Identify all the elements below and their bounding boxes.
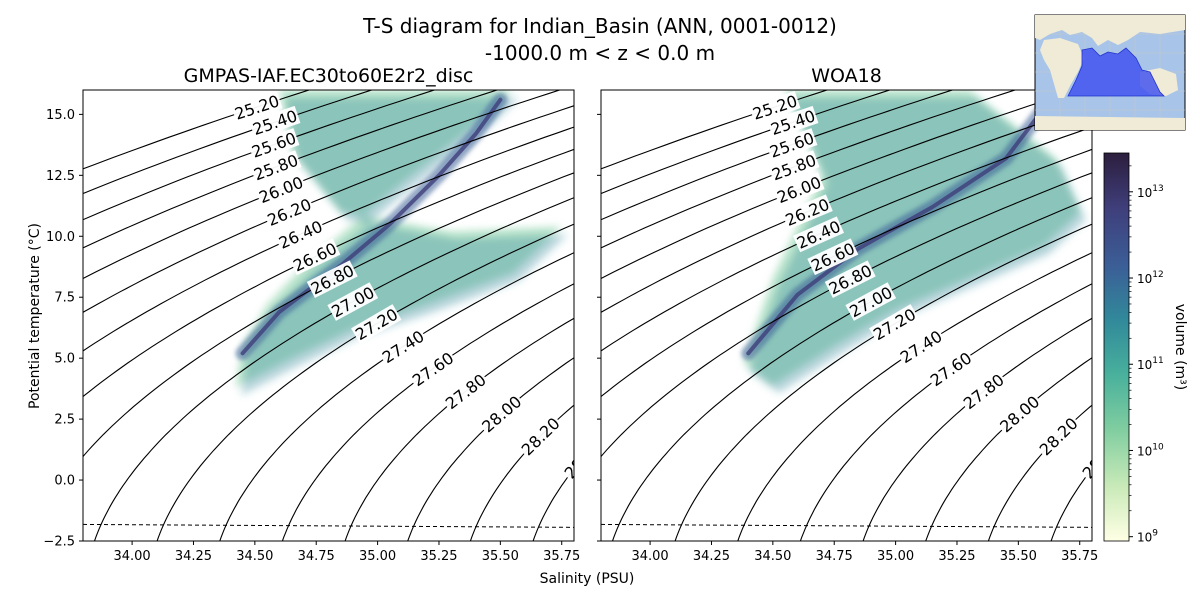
x-tick-label: 34.50 <box>236 549 273 564</box>
x-tick-label: 35.25 <box>420 549 457 564</box>
isopycnal-12 <box>799 283 1092 541</box>
isopycnal-8 <box>83 172 574 458</box>
colorbar: 109 1010 1011 1012 1013 volume (m³) <box>1103 152 1188 545</box>
x-tick-label: 34.25 <box>175 549 212 564</box>
isopycnal-4 <box>83 90 562 280</box>
y-tick-label: −2.5 <box>43 535 75 550</box>
x-tick-label: 35.50 <box>482 549 519 564</box>
panel-title: GMPAS-IAF.EC30to60E2r2_disc <box>184 65 474 87</box>
volume-distribution <box>235 90 568 396</box>
isopycnal-13 <box>862 317 1092 541</box>
contour-label: 27.40 <box>897 327 946 368</box>
x-tick-label: 35.50 <box>1000 549 1037 564</box>
contour-label: 28.00 <box>478 392 525 436</box>
y-axis-label: Potential temperature (°C) <box>27 223 43 409</box>
isopycnal-4 <box>601 90 1080 280</box>
isopycnal-8 <box>601 172 1092 458</box>
isopycnal-0 <box>83 90 311 170</box>
isopycnal-9 <box>611 197 1092 541</box>
isopycnal-12 <box>281 283 574 541</box>
isopycnal-15 <box>469 404 574 541</box>
y-tick-label: 2.5 <box>54 413 75 428</box>
isopycnal-6 <box>83 126 574 352</box>
isopycnal-11 <box>737 252 1092 541</box>
x-tick-label: 35.75 <box>1061 549 1098 564</box>
x-tick-label: 34.50 <box>754 549 791 564</box>
isopycnal-11 <box>219 252 574 541</box>
x-tick-label: 34.00 <box>113 549 150 564</box>
freezing-line <box>82 523 575 528</box>
region-map-inset <box>1034 14 1186 131</box>
x-tick-label: 35.75 <box>543 549 580 564</box>
isopycnal-2 <box>83 90 437 221</box>
colorbar-tick-label: 1010 <box>1137 442 1164 458</box>
colorbar-gradient <box>1103 152 1130 542</box>
colorbar-tick-label: 1011 <box>1137 356 1164 372</box>
x-tick-label: 34.75 <box>298 549 335 564</box>
colorbar-tick-label: 1013 <box>1137 184 1164 200</box>
isopycnal-1 <box>83 90 374 195</box>
isopycnal-9 <box>93 197 574 541</box>
isopycnal-6 <box>601 126 1092 352</box>
contour-label: 27.60 <box>927 348 975 390</box>
x-tick-label: 34.75 <box>816 549 853 564</box>
isopycnal-13 <box>344 317 574 541</box>
isopycnal-14 <box>407 357 574 541</box>
y-tick-label: 5.0 <box>54 352 75 367</box>
contour-label: 28.40 <box>560 435 605 482</box>
y-tick-label: 15.0 <box>46 108 75 123</box>
figure-subtitle: -1000.0 m < z < 0.0 m <box>485 41 715 65</box>
x-tick-label: 35.00 <box>359 549 396 564</box>
x-axis-label: Salinity (PSU) <box>540 571 635 587</box>
isopycnal-7 <box>601 148 1092 398</box>
y-tick-label: 12.5 <box>46 169 75 184</box>
volume-distribution <box>741 90 1086 393</box>
contour-label: 27.80 <box>960 370 1008 413</box>
colorbar-label: volume (m³) <box>1172 304 1188 391</box>
contour-label: 28.00 <box>996 392 1043 436</box>
contour-label: 28.20 <box>518 414 564 460</box>
panel-woa18: WOA1825.2025.4025.6025.8026.0026.2026.40… <box>597 65 1098 564</box>
figure-title: T-S diagram for Indian_Basin (ANN, 0001-… <box>362 14 837 38</box>
y-tick-label: 7.5 <box>54 291 75 306</box>
isopycnal-0 <box>601 90 829 170</box>
contour-label: 27.40 <box>379 327 428 368</box>
x-tick-label: 35.25 <box>938 549 975 564</box>
contour-label: 27.60 <box>409 348 457 390</box>
isopycnal-7 <box>83 148 574 398</box>
colorbar-tick-label: 1012 <box>1137 270 1164 286</box>
axes-frame <box>82 89 575 542</box>
isopycnal-5 <box>83 105 574 313</box>
x-tick-label: 35.00 <box>877 549 914 564</box>
colorbar-tick-label: 109 <box>1137 529 1158 545</box>
contour-label: 28.20 <box>1036 414 1082 460</box>
colorbar-ticks: 109 1010 1011 1012 1013 <box>1129 165 1164 545</box>
x-tick-label: 34.25 <box>693 549 730 564</box>
axes-frame <box>600 89 1093 542</box>
y-tick-label: 10.0 <box>46 230 75 245</box>
x-tick-label: 34.00 <box>631 549 668 564</box>
isopycnal-3 <box>83 90 499 249</box>
freezing-line <box>600 523 1093 528</box>
y-tick-label: 0.0 <box>54 474 75 489</box>
isopycnal-14 <box>925 357 1092 541</box>
contour-label: 27.80 <box>442 370 490 413</box>
isopycnal-1 <box>601 90 892 195</box>
isopycnal-3 <box>601 90 1017 249</box>
panel-title: WOA18 <box>811 65 882 87</box>
isopycnal-2 <box>601 90 955 221</box>
isopycnal-15 <box>987 404 1092 541</box>
isopycnal-5 <box>601 105 1092 313</box>
